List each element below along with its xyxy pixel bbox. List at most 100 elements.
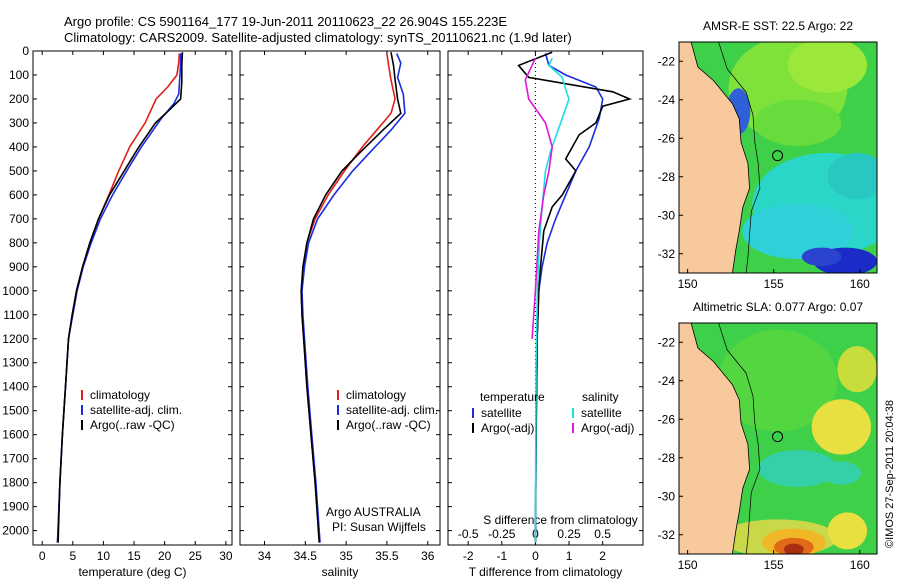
y-tick-label: -24 <box>658 374 676 388</box>
y-tick-label: 200 <box>9 92 29 106</box>
difference-panel: -2 -1 0 1 2 T difference from climatology -0.5… <box>447 50 644 579</box>
annotation-line-2: PI: Susan Wijffels <box>332 520 426 534</box>
x-tick-label: 160 <box>850 277 870 291</box>
y-tick-label: -32 <box>658 247 676 261</box>
y-tick-label: -32 <box>658 528 676 542</box>
y-tick-label: -28 <box>658 451 676 465</box>
series-line <box>301 53 406 543</box>
series-line <box>57 52 184 543</box>
y-tick-label: -30 <box>658 489 676 503</box>
y-tick-label: 1100 <box>3 308 29 322</box>
y-tick-label: 100 <box>9 68 29 82</box>
y-tick-label: 300 <box>9 116 29 130</box>
x-tick-label: 5 <box>69 549 76 563</box>
y-tick-label: 700 <box>9 212 29 226</box>
ocean-patch <box>787 42 868 93</box>
legend-entry: satellite-adj. clim. <box>346 403 438 417</box>
argo-position-marker <box>772 150 784 162</box>
x-tick-label: 150 <box>678 277 698 291</box>
y-tick-label: 800 <box>9 236 29 250</box>
difference-xlabel: T difference from climatology <box>469 565 623 579</box>
y-tick-label: 1600 <box>2 428 29 442</box>
x-tick-label: 36 <box>421 549 435 563</box>
ocean-patch <box>718 329 838 432</box>
sla-map-title: Altimetric SLA: 0.077 Argo: 0.07 <box>693 300 863 314</box>
map-field <box>679 42 877 273</box>
x-tick-label: 2 <box>599 549 606 563</box>
watermark-text: ©IMOS 27-Sep-2011 20:04:38 <box>884 400 896 548</box>
y-tick-label: 0 <box>22 44 29 58</box>
sla-map: -22 -24 -26 -28 -30 -32 150 155 160 Altimetric SL… <box>658 300 878 572</box>
s-tick-label: 0.25 <box>557 527 581 541</box>
ocean-patch <box>801 247 842 267</box>
x-tick-label: 30 <box>219 549 233 563</box>
y-tick-label: -26 <box>658 131 676 145</box>
ocean-patch <box>827 512 868 550</box>
land <box>679 323 751 554</box>
y-tick-label: -22 <box>658 54 676 68</box>
legend-entry: satellite <box>481 406 522 420</box>
x-tick-label: 20 <box>158 549 172 563</box>
x-tick-label: 155 <box>764 277 784 291</box>
y-tick-label: 1000 <box>2 284 29 298</box>
temperature-panel: 0100200300400500600700800900100011001200… <box>2 44 233 579</box>
y-tick-label: -24 <box>658 93 676 107</box>
legend-entry: Argo(..raw -QC) <box>90 418 175 432</box>
x-tick-label: 10 <box>97 549 111 563</box>
ocean-patch <box>837 346 877 393</box>
series-line <box>524 57 554 339</box>
y-tick-label: 500 <box>9 164 29 178</box>
salinity-panel: 34 34.5 35 35.5 36 salinity climatologysatelli… <box>239 50 441 579</box>
series-line <box>534 53 604 543</box>
legend-entry: satellite <box>581 406 622 420</box>
x-tick-label: 0 <box>39 549 46 563</box>
y-tick-label: 600 <box>9 188 29 202</box>
difference-xlabel-top: S difference from climatology <box>483 513 638 527</box>
series-line <box>300 52 402 543</box>
x-tick-label: 0 <box>532 549 539 563</box>
header-line-2: Climatology: CARS2009. Satellite-adjuste… <box>64 30 572 45</box>
y-tick-label: 1500 <box>2 404 29 418</box>
ocean-patch <box>742 203 854 260</box>
sst-map: -22 -24 -26 -28 -30 -32 150 155 160 AMSR-E SST: 2… <box>658 19 878 291</box>
legend-entry: climatology <box>346 388 406 402</box>
x-tick-label: -1 <box>496 549 507 563</box>
y-tick-label: 1700 <box>2 452 29 466</box>
ocean-patch <box>758 450 838 488</box>
ocean-patch <box>783 543 804 554</box>
legend-title: salinity <box>582 390 619 404</box>
map-frame <box>678 322 878 555</box>
x-tick-label: -2 <box>463 549 474 563</box>
x-tick-label: 1 <box>566 549 573 563</box>
x-tick-label: 35.5 <box>375 549 399 563</box>
legend-entry: Argo(-adj) <box>481 421 534 435</box>
x-tick-label: 35 <box>339 549 353 563</box>
header-line-1: Argo profile: CS 5901164_177 19-Jun-2011… <box>64 14 507 29</box>
y-tick-label: -26 <box>658 412 676 426</box>
ocean-patch <box>821 461 862 485</box>
x-tick-label: 34.5 <box>294 549 318 563</box>
legend-title: temperature <box>480 390 545 404</box>
s-tick-label: 0.5 <box>594 527 611 541</box>
ocean-patch <box>827 152 877 200</box>
y-tick-label: 1200 <box>2 332 29 346</box>
x-tick-label: 34 <box>258 549 272 563</box>
legend-entry: satellite-adj. clim. <box>90 403 182 417</box>
argo-position-marker <box>772 431 784 443</box>
salinity-xlabel: salinity <box>322 565 359 579</box>
y-tick-label: 2000 <box>2 524 29 538</box>
y-tick-label: 1800 <box>2 476 29 490</box>
shelf-contour <box>718 42 761 273</box>
sst-map-title: AMSR-E SST: 22.5 Argo: 22 <box>703 19 853 33</box>
y-tick-label: -22 <box>658 335 676 349</box>
x-tick-label: 15 <box>127 549 141 563</box>
x-tick-label: 25 <box>189 549 203 563</box>
y-tick-label: 400 <box>9 140 29 154</box>
y-tick-label: -28 <box>658 170 676 184</box>
y-tick-label: 1400 <box>2 380 29 394</box>
x-tick-label: 155 <box>764 558 784 572</box>
y-tick-label: -30 <box>658 208 676 222</box>
